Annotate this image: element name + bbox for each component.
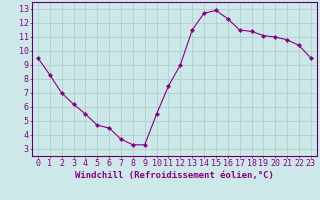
X-axis label: Windchill (Refroidissement éolien,°C): Windchill (Refroidissement éolien,°C) xyxy=(75,171,274,180)
